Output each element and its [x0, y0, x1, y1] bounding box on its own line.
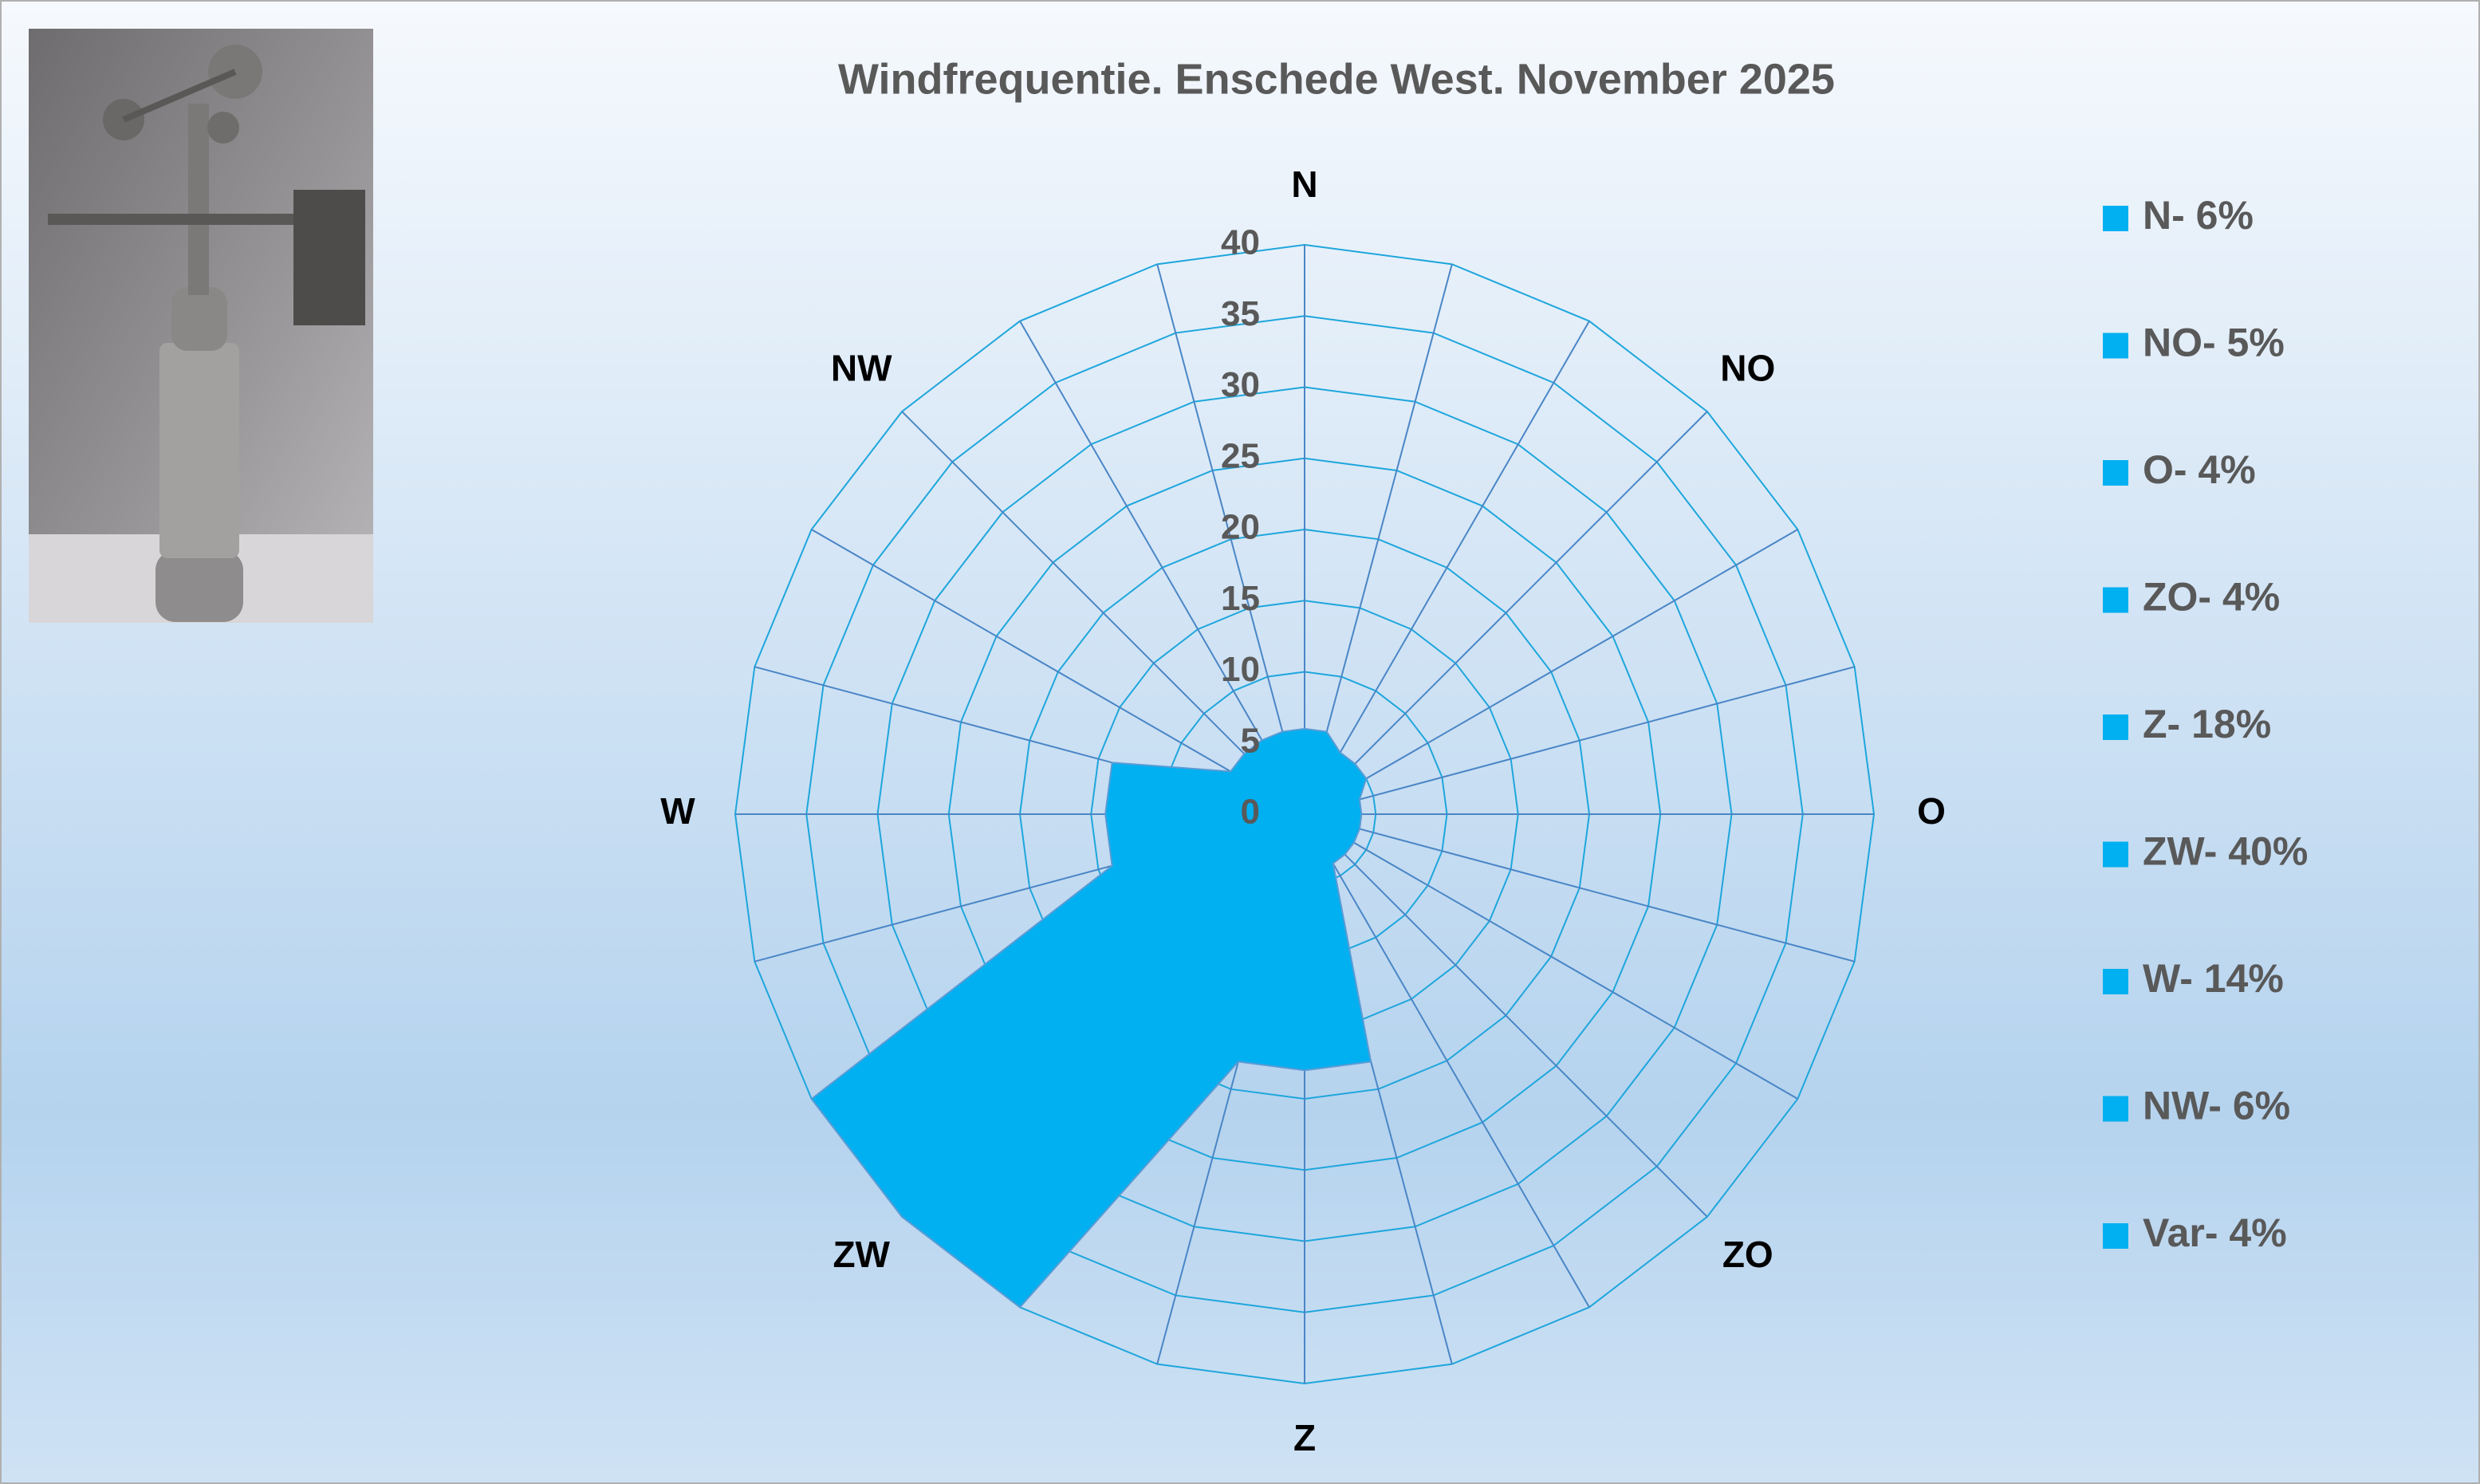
category-label: ZO [1722, 1234, 1773, 1275]
spoke [1304, 813, 1855, 962]
r-tick-label: 40 [1221, 223, 1260, 262]
category-label: Z [1293, 1417, 1316, 1458]
spoke [1304, 529, 1798, 815]
chart-title: Windfrequentie. Enschede West. November … [838, 55, 1835, 103]
category-label: NW [831, 347, 892, 388]
legend-swatch [2103, 714, 2128, 740]
r-tick-label: 0 [1241, 793, 1260, 832]
spoke [1304, 411, 1708, 815]
spoke [1304, 666, 1855, 815]
legend-label: O- 4% [2143, 447, 2256, 492]
r-tick-label: 30 [1221, 365, 1260, 404]
spoke [1304, 813, 1798, 1100]
legend-swatch [2103, 206, 2128, 231]
legend-swatch [2103, 333, 2128, 359]
category-label: W [660, 790, 695, 832]
legend-label: Var- 4% [2143, 1210, 2287, 1255]
category-label: NO [1720, 347, 1775, 388]
legend-swatch [2103, 460, 2128, 486]
r-tick-label: 15 [1221, 579, 1260, 618]
legend-label: ZO- 4% [2143, 575, 2280, 620]
spoke [1304, 264, 1453, 815]
r-tick-label: 35 [1221, 294, 1260, 333]
r-tick-label: 5 [1241, 721, 1260, 760]
photo [29, 29, 373, 623]
category-label: O [1917, 790, 1946, 832]
legend-swatch [2103, 587, 2128, 613]
spoke [1019, 321, 1305, 815]
legend-swatch [2103, 841, 2128, 868]
spoke [1304, 813, 1590, 1308]
spoke [1304, 321, 1590, 815]
legend-swatch [2103, 969, 2128, 994]
legend-swatch [2103, 1096, 2128, 1122]
spoke [1304, 813, 1708, 1218]
legend-label: Z- 18% [2143, 702, 2271, 746]
legend-swatch [2103, 1223, 2128, 1249]
category-label: ZW [833, 1234, 890, 1275]
spoke [811, 529, 1305, 815]
r-tick-label: 10 [1221, 650, 1260, 689]
radar-area [810, 727, 1372, 1309]
legend-label: NW- 6% [2143, 1084, 2290, 1128]
spoke [901, 411, 1305, 815]
category-label: N [1291, 163, 1317, 205]
r-tick-label: 20 [1221, 508, 1260, 547]
legend-label: W- 14% [2143, 956, 2284, 1001]
spoke [1156, 264, 1305, 815]
legend-label: N- 6% [2143, 193, 2254, 238]
r-tick-label: 25 [1221, 436, 1260, 475]
legend-label: ZW- 40% [2143, 829, 2308, 874]
legend-label: NO- 5% [2143, 321, 2285, 365]
